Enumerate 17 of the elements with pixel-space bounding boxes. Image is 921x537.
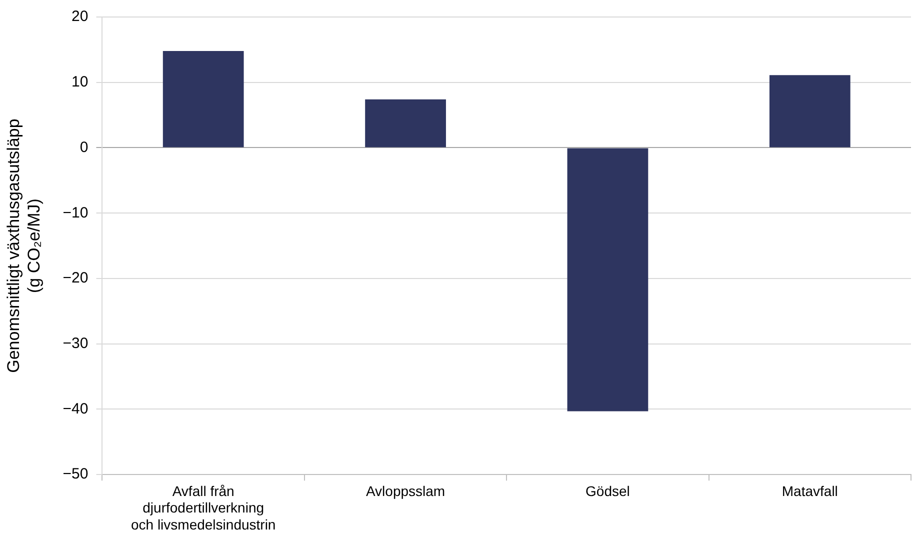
y-tick-label: −50 <box>62 466 88 483</box>
x-tick-label: Avfall från djurfodertillverkning och livsmedelsindustrin <box>130 482 276 532</box>
y-tick-label: 0 <box>80 138 88 156</box>
x-tick-label: Matavfall <box>782 482 838 499</box>
bar <box>162 50 244 148</box>
y-tick-label: −20 <box>62 270 88 287</box>
y-tick-label: −30 <box>62 335 88 352</box>
bar <box>365 99 446 148</box>
y-tick-label: −10 <box>62 204 88 222</box>
bar <box>567 148 648 412</box>
y-tick-label: 10 <box>72 74 88 91</box>
y-tick-label: −40 <box>62 400 88 418</box>
y-tick-label: 20 <box>72 8 88 26</box>
x-tick-label: Gödsel <box>586 482 630 499</box>
x-tick-label: Avloppsslam <box>366 482 446 499</box>
bar <box>769 75 850 148</box>
y-axis-title: Genomsnittligt växthusgasutsläpp (g CO₂e/MJ) <box>4 118 44 373</box>
